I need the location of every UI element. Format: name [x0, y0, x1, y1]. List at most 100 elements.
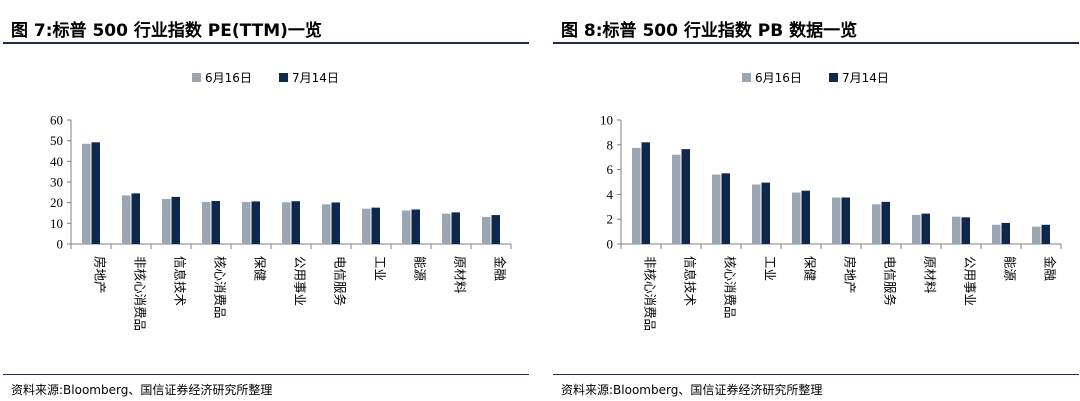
chart-title: 图 8:标普 500 行业指数 PB 数据一览	[561, 21, 858, 41]
legend-label: 7月14日	[842, 71, 889, 85]
legend-label: 6月16日	[755, 71, 802, 85]
category-label: 核心消费品	[723, 256, 738, 319]
y-tick-label: 2	[607, 212, 614, 227]
source-bar: 资料来源:Bloomberg、国信证券经济研究所整理	[3, 374, 529, 401]
bar-series-0	[202, 202, 211, 244]
bar-series-1	[251, 201, 260, 244]
bar-series-1	[921, 213, 930, 244]
category-label: 非核心消费品	[643, 256, 658, 331]
category-label: 原材料	[453, 256, 468, 294]
bar-series-1	[641, 142, 650, 244]
bar-series-0	[832, 197, 841, 244]
chart-title-bar: 图 8:标普 500 行业指数 PB 数据一览	[553, 6, 1079, 44]
bar-series-0	[672, 154, 681, 244]
bar-series-1	[91, 142, 100, 244]
bar-series-0	[402, 210, 411, 244]
bar-series-1	[761, 182, 770, 244]
bar-series-0	[752, 184, 761, 244]
category-label: 公用事业	[293, 256, 308, 306]
category-label: 核心消费品	[213, 256, 228, 319]
y-tick-label: 60	[50, 113, 63, 128]
bar-series-0	[322, 204, 331, 244]
source-note: 资料来源:Bloomberg、国信证券经济研究所整理	[11, 383, 273, 397]
bar-series-0	[122, 195, 131, 244]
category-label: 非核心消费品	[133, 256, 148, 331]
category-label: 能源	[1003, 256, 1018, 282]
bar-series-0	[872, 204, 881, 244]
bar-series-0	[82, 143, 91, 244]
category-label: 金融	[1043, 256, 1058, 282]
category-label: 房地产	[93, 256, 108, 294]
y-tick-label: 0	[57, 237, 64, 252]
legend: 6月16日 7月14日	[742, 71, 889, 85]
category-label: 工业	[373, 256, 388, 281]
bar-series-1	[411, 209, 420, 244]
pb-chart-panel: 图 8:标普 500 行业指数 PB 数据一览 6月16日 7月14日 0 2 4 6 8 1…	[553, 0, 1079, 400]
bar-series-1	[841, 197, 850, 244]
legend-swatch	[742, 73, 751, 82]
category-label: 保健	[253, 256, 268, 282]
bar-series-0	[792, 192, 801, 244]
bar-series-1	[451, 212, 460, 244]
y-tick-label: 6	[607, 162, 614, 177]
bar-series-1	[681, 149, 690, 244]
category-label: 保健	[803, 256, 818, 282]
category-label: 工业	[763, 256, 778, 281]
y-tick-label: 8	[607, 137, 614, 152]
bar-series-0	[482, 216, 491, 244]
pe-chart-panel: 图 7:标普 500 行业指数 PE(TTM)一览 6月16日 7月14日 0 10 2…	[3, 0, 529, 400]
chart-title-bar: 图 7:标普 500 行业指数 PE(TTM)一览	[3, 6, 529, 44]
bar-series-1	[371, 207, 380, 244]
category-label: 金融	[493, 256, 508, 282]
pb-bar-chart: 6月16日 7月14日 0 2 4 6 8 10 非核心消费品 信息技术 核心消费品 工业 保健 房地产 电…	[600, 71, 1062, 331]
bar-series-0	[632, 147, 641, 244]
category-label: 原材料	[923, 256, 938, 294]
bar-series-1	[1001, 222, 1010, 244]
category-label: 电信服务	[883, 256, 898, 306]
category-label: 能源	[413, 256, 428, 282]
y-tick-label: 40	[50, 154, 63, 169]
bar-series-1	[801, 190, 810, 244]
y-tick-label: 30	[50, 175, 63, 190]
legend-swatch	[829, 73, 838, 82]
pe-bar-chart: 6月16日 7月14日 0 10 20 30 40 50 60 房地产 非核心消费品 信息技术 核心消费…	[50, 71, 512, 331]
bar-series-1	[331, 202, 340, 244]
bar-series-0	[242, 202, 251, 244]
legend-label: 6月16日	[205, 71, 252, 85]
legend-swatch	[279, 73, 288, 82]
bar-series-0	[912, 214, 921, 244]
y-tick-label: 4	[607, 187, 614, 202]
bar-series-0	[442, 213, 451, 244]
bar-series-1	[131, 193, 140, 244]
bar-series-0	[162, 198, 171, 244]
source-note: 资料来源:Bloomberg、国信证券经济研究所整理	[561, 383, 823, 397]
legend: 6月16日 7月14日	[192, 71, 339, 85]
bar-series-1	[171, 196, 180, 244]
category-label: 房地产	[843, 256, 858, 294]
y-tick-label: 50	[50, 133, 63, 148]
y-tick-label: 0	[607, 237, 614, 252]
bar-series-0	[362, 208, 371, 244]
bar-series-0	[282, 202, 291, 244]
bar-series-1	[211, 201, 220, 244]
source-bar: 资料来源:Bloomberg、国信证券经济研究所整理	[553, 374, 1079, 401]
bar-series-0	[952, 216, 961, 244]
category-label: 信息技术	[173, 256, 188, 307]
bar-series-1	[491, 215, 500, 244]
bar-series-1	[961, 217, 970, 244]
category-label: 电信服务	[333, 256, 348, 306]
bar-series-0	[992, 224, 1001, 244]
bar-series-1	[1041, 224, 1050, 244]
legend-swatch	[192, 73, 201, 82]
bar-series-0	[1032, 226, 1041, 244]
chart-title: 图 7:标普 500 行业指数 PE(TTM)一览	[11, 21, 322, 41]
bar-series-1	[881, 201, 890, 244]
y-tick-label: 10	[600, 113, 613, 128]
legend-label: 7月14日	[292, 71, 339, 85]
bar-series-1	[721, 173, 730, 244]
category-label: 公用事业	[963, 256, 978, 306]
bar-series-1	[291, 201, 300, 244]
y-tick-label: 10	[50, 216, 63, 231]
bar-series-0	[712, 174, 721, 244]
category-label: 信息技术	[683, 256, 698, 307]
